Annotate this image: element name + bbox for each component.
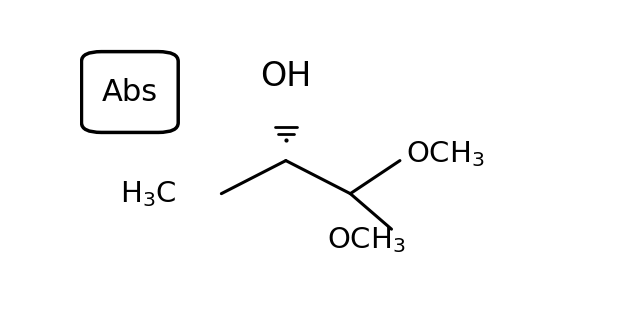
Text: Abs: Abs — [102, 78, 158, 107]
Text: H$_3$C: H$_3$C — [120, 179, 177, 209]
Text: OCH$_3$: OCH$_3$ — [406, 140, 485, 169]
Text: OH: OH — [260, 59, 312, 93]
FancyBboxPatch shape — [81, 52, 178, 132]
Text: OCH$_3$: OCH$_3$ — [327, 225, 406, 255]
